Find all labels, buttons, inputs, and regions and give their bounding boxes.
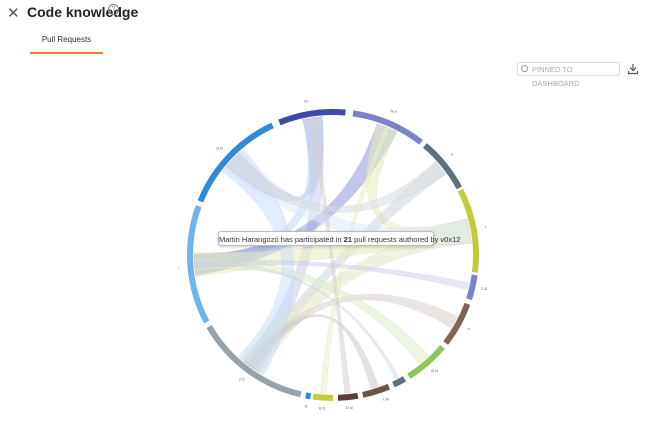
arc-label: B.S <box>319 406 326 411</box>
arc <box>466 274 478 301</box>
arc-label: Z.E <box>239 376 246 381</box>
arc <box>392 376 406 388</box>
arc-label: r <box>178 265 180 270</box>
chord <box>226 153 447 213</box>
arc-label: B.N <box>431 368 438 373</box>
tooltip-prefix: Martin Harangozó has participated in <box>219 235 342 244</box>
arc <box>443 302 471 345</box>
tab[interactable]: Pull Requests <box>30 35 103 54</box>
download-icon[interactable] <box>627 63 639 75</box>
arc-label: r <box>485 224 487 229</box>
chord <box>194 262 400 380</box>
arc-label: Z.B <box>481 286 488 291</box>
help-icon[interactable]: ? <box>108 4 119 15</box>
arc-label: n <box>467 326 469 331</box>
pinned-button[interactable]: PINNED TO DASHBOARD <box>517 62 620 88</box>
arc <box>305 392 312 400</box>
arc-label: M <box>304 98 307 103</box>
close-button[interactable]: ✕ <box>7 5 20 22</box>
arc <box>422 143 462 190</box>
chord <box>221 148 294 376</box>
tooltip: Martin Harangozó has participated in 21 … <box>218 231 460 246</box>
arc <box>186 205 210 324</box>
arc-label: N.a <box>390 108 397 113</box>
chord <box>309 116 351 394</box>
pin-icon <box>521 65 528 72</box>
arc-label: D <box>305 404 308 409</box>
arc <box>312 393 333 401</box>
chord <box>320 125 391 395</box>
arc <box>407 344 445 379</box>
arc-label: I.M <box>383 397 389 402</box>
arc <box>457 188 479 273</box>
chord <box>193 257 430 365</box>
tooltip-suffix: pull requests authored by v0x12 <box>354 235 461 244</box>
arc-label: B.B <box>216 145 223 150</box>
arc-label: a <box>451 151 454 156</box>
arc <box>278 109 346 126</box>
arc <box>352 110 423 145</box>
arc <box>206 325 302 398</box>
tooltip-count: 21 <box>343 235 353 244</box>
arc <box>197 122 274 203</box>
arc <box>362 383 391 398</box>
arc <box>337 392 359 401</box>
arc-label: D.N <box>346 405 353 410</box>
